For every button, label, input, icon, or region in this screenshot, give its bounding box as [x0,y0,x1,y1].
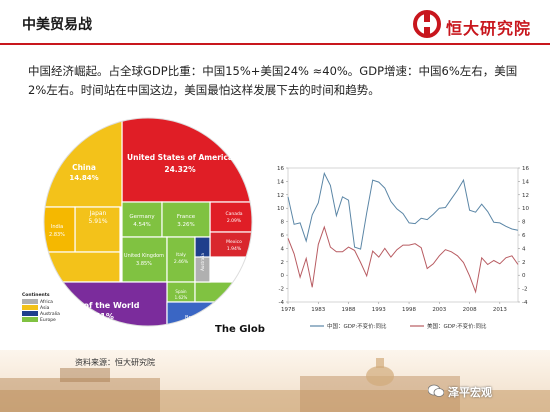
footer-decoration [0,350,550,412]
series-line-us [287,225,519,294]
label-india: India [51,224,63,230]
value-rest-of-world: 9.41% [86,312,114,321]
label-china: China [72,163,96,172]
label-canada: Canada [225,211,242,217]
cell-china [44,118,123,208]
value-france: 3.26% [177,222,194,228]
y-tick-label-right: 4 [522,246,526,252]
treemap-title: The Global [215,324,265,335]
y-tick-label-right: 8 [522,220,526,226]
y-tick-label-right: 12 [522,193,529,199]
y-tick-label-left: 8 [281,220,285,226]
value-canada: 2.09% [227,218,242,224]
x-tick-label: 1998 [402,307,416,313]
value-italy: 2.46% [174,259,189,265]
series-line-china [287,171,519,250]
label-brazil: Brazil [185,315,199,321]
watermark: 泽平宏观 [448,386,492,399]
header-divider [0,43,550,45]
x-tick-label: 2003 [432,307,446,313]
plot-frame [287,167,519,303]
y-tick-label-right: 10 [522,206,529,212]
y-tick-label-right: 14 [522,179,529,185]
treemap-legend: Continents Africa Asia Australia Europe [22,292,60,323]
cell-canada [209,201,252,233]
value-india: 2.83% [49,232,65,238]
body-text: 中国经济崛起。占全球GDP比重：中国15%+美国24% ≈40%。GDP增速：中… [28,64,518,97]
y-tick-label-left: 16 [277,166,284,172]
label-mexico: Mexico [226,239,242,245]
y-tick-label-left: 10 [277,206,284,212]
x-tick-label: 1983 [311,307,325,313]
value-spain: 1.62% [175,295,188,300]
logo-text: 恒大研究院 [446,19,532,38]
label-australia: Australia [200,253,205,271]
wechat-icon [428,384,444,397]
legend-europe: Europe [40,317,56,323]
value-mexico: 1.94% [227,246,242,252]
legend-swatch-asia [22,305,38,310]
y-tick-label-right: 2 [522,260,526,266]
label-uk: United Kingdom [124,253,164,259]
value-japan: 5.91% [88,218,107,225]
gdp-treemap-chart: United States of America 24.32% China 14… [20,112,275,337]
legend-asia: Asia [40,305,50,311]
value-china: 14.84% [69,174,98,182]
y-tick-label-left: 14 [277,179,284,185]
company-logo: 恒大研究院 [412,9,542,39]
gdp-growth-line-chart: -4 -4 -2 -2 0 0 2 2 4 4 6 6 8 8 10 10 12 12 14 14 16 16 1978 19… [270,160,540,340]
y-tick-label-left: 6 [281,233,285,239]
value-uk: 3.85% [136,261,152,267]
y-tick-label-left: 12 [277,193,284,199]
label-usa: United States of America [127,153,233,162]
y-tick-label-right: 16 [522,166,529,172]
x-tick-label: 2013 [493,307,507,313]
label-germany: Germany [129,214,155,220]
label-rest-of-world: Rest of the World [61,301,140,310]
y-tick-label-right: -4 [522,300,528,306]
legend-swatch-europe [22,317,38,322]
x-tick-label: 2008 [463,307,477,313]
label-spain: Spain [175,289,187,294]
legend-swatch-africa [22,299,38,304]
treemap-svg: United States of America 24.32% China 14… [22,117,275,335]
legend-australia: Australia [40,311,60,317]
y-tick-label-left: 4 [281,246,285,252]
legend-label: 中国：GDP:不变价:同比 [327,322,387,330]
evergrande-logo-icon [413,10,441,38]
value-germany: 4.54% [133,222,150,228]
cell-asia-other [44,251,121,283]
y-tick-label-right: 0 [522,273,526,279]
y-tick-label-right: -2 [522,287,527,293]
cell-europe-other [194,281,252,303]
legend-africa: Africa [40,299,53,305]
value-brazil: 2.39% [184,322,200,328]
slide-header: 中美贸易战 恒大研究院 [0,0,550,46]
y-tick-label-right: 6 [522,233,526,239]
y-tick-label-left: 0 [281,273,285,279]
legend-label: 美国：GDP:不变价:同比 [427,322,487,330]
label-france: France [177,214,196,220]
x-tick-label: 1978 [281,307,295,313]
legend-swatch-australia [22,311,38,316]
legend-title: Continents [22,292,50,298]
y-tick-label-left: 2 [281,260,285,266]
cell-uk [121,236,168,283]
x-tick-label: 1993 [372,307,386,313]
slide-title: 中美贸易战 [22,17,92,33]
x-tick-label: 1988 [342,307,356,313]
y-tick-label-left: -4 [279,300,285,306]
line-chart-svg: -4 -4 -2 -2 0 0 2 2 4 4 6 6 8 8 10 10 12 12 14 14 16 16 1978 19… [277,166,529,330]
value-usa: 24.32% [164,165,196,174]
label-italy: Italy [176,252,186,258]
label-japan: Japan [89,210,107,217]
y-tick-label-left: -2 [279,287,284,293]
cell-africa [194,256,211,283]
source-note: 资料来源：恒大研究院 [75,358,155,367]
